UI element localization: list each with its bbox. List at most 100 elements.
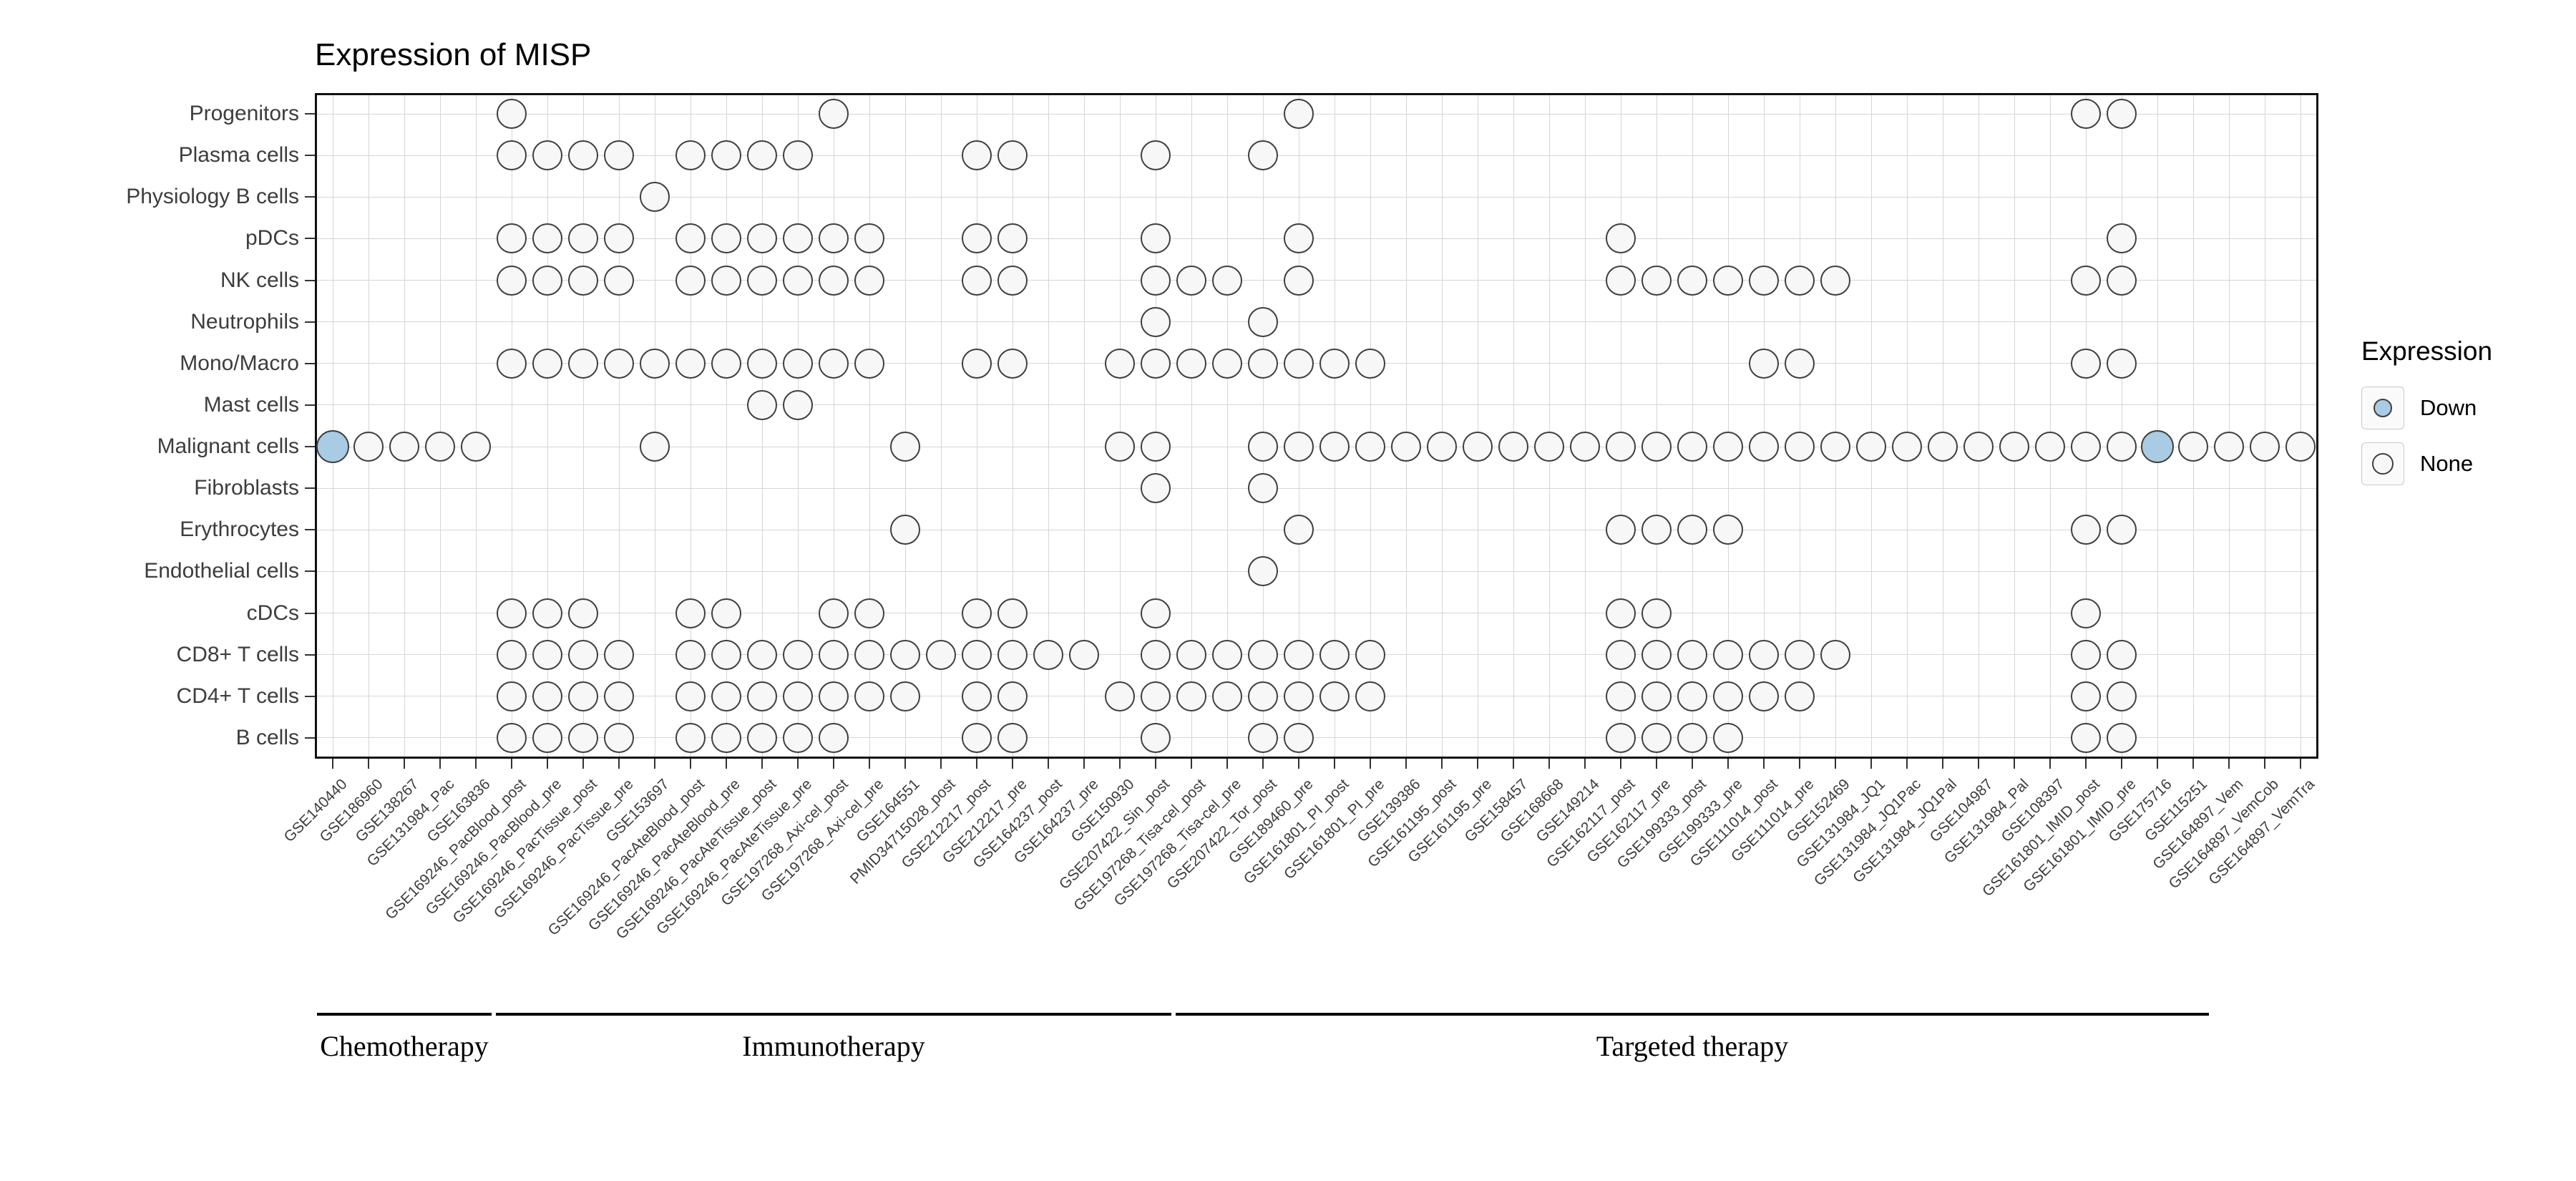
x-axis-tick [1870,759,1872,769]
expression-dot-none [568,722,598,753]
expression-dot-none [604,681,634,711]
x-axis-tick [869,759,870,769]
expression-dot-none [819,223,849,254]
gridline-vertical [618,93,620,759]
gridline-horizontal [315,280,2318,281]
x-axis-tick [332,759,333,769]
gridline-vertical [439,93,441,759]
expression-dot-none [2071,348,2101,379]
expression-dot-none [819,265,849,296]
group-label: Targeted therapy [1596,1030,1789,1062]
x-axis-tick [1370,759,1371,769]
expression-dot-none [1319,639,1350,670]
expression-dot-down [2141,430,2174,464]
expression-dot-none [675,598,706,628]
expression-dot-none [1713,265,1743,296]
y-axis-tick [305,529,315,531]
expression-dot-none [1677,515,1707,545]
y-axis-tick [305,238,315,240]
expression-dot-none [1749,348,1779,379]
gridline-vertical [1405,93,1407,759]
gridline-vertical [726,93,727,759]
expression-dot-none [497,598,527,628]
gridline-vertical [904,93,906,759]
expression-dot-none [604,348,634,379]
expression-dot-none [1427,432,1457,462]
gridline-vertical [2157,93,2158,759]
expression-dot-none [1641,432,1672,462]
expression-dot-none [1391,432,1421,462]
expression-dot-none [819,348,849,379]
expression-dot-none [1749,265,1779,296]
legend: Expression Down None [2361,336,2492,498]
expression-dot-none [1785,681,1815,711]
expression-dot-none [962,681,992,711]
y-axis-tick [305,155,315,157]
expression-dot-none [1892,432,1922,462]
expression-dot-none [1141,306,1171,337]
expression-dot-none [747,722,777,753]
expression-dot-none [640,348,670,379]
expression-dot-none [854,639,884,670]
legend-item-down: Down [2361,387,2492,429]
x-axis-tick [439,759,441,769]
gridline-horizontal [315,196,2318,198]
expression-dot-none [2107,681,2137,711]
expression-dot-none [1641,639,1672,670]
expression-dot-down [316,430,349,464]
gridline-vertical [1906,93,1908,759]
gridline-vertical [547,93,548,759]
x-axis-tick [1692,759,1693,769]
expression-dot-none [1248,722,1278,753]
x-axis-tick [368,759,369,769]
expression-dot-none [1606,639,1636,670]
expression-dot-none [1820,265,1850,296]
x-axis-tick [976,759,977,769]
expression-dot-none [1641,265,1672,296]
expression-dot-none [747,223,777,254]
expression-dot-none [747,265,777,296]
gridline-vertical [1835,93,1836,759]
expression-dot-none [2178,432,2208,462]
expression-dot-none [1141,265,1171,296]
expression-dot-none [1284,681,1314,711]
expression-dot-none [1141,432,1171,462]
expression-dot-none [747,140,777,171]
expression-dot-none [962,265,992,296]
expression-dot-none [962,348,992,379]
expression-dot-none [1785,639,1815,670]
expression-dot-none [497,140,527,171]
x-axis-tick [654,759,655,769]
expression-dot-none [604,722,634,753]
gridline-vertical [2085,93,2087,759]
expression-dot-none [997,348,1028,379]
expression-dot-none [1355,432,1385,462]
expression-dot-none [1105,681,1135,711]
legend-label-none: None [2420,451,2474,476]
expression-dot-none [997,265,1028,296]
expression-dot-none [2107,223,2137,254]
y-axis-tick [305,570,315,573]
expression-dot-none [1713,639,1743,670]
expression-dot-none [962,722,992,753]
expression-dot-none [783,681,813,711]
expression-dot-none [2071,515,2101,545]
expression-dot-none [926,639,956,670]
expression-dot-none [890,681,920,711]
expression-dot-none [1248,473,1278,504]
expression-dot-none [1785,348,1815,379]
x-axis-tick [940,759,942,769]
group-underline [317,1013,492,1016]
y-axis-label: Plasma cells [178,143,299,167]
x-axis-tick [1155,759,1156,769]
expression-dot-none [711,598,741,628]
expression-dot-none [1284,348,1314,379]
gridline-vertical [2228,93,2230,759]
expression-dot-none [962,223,992,254]
gridline-vertical [1262,93,1264,759]
expression-dot-none [353,432,384,462]
expression-dot-none [783,722,813,753]
expression-dot-none [2107,265,2137,296]
expression-dot-none [1248,348,1278,379]
y-axis-tick [305,612,315,614]
